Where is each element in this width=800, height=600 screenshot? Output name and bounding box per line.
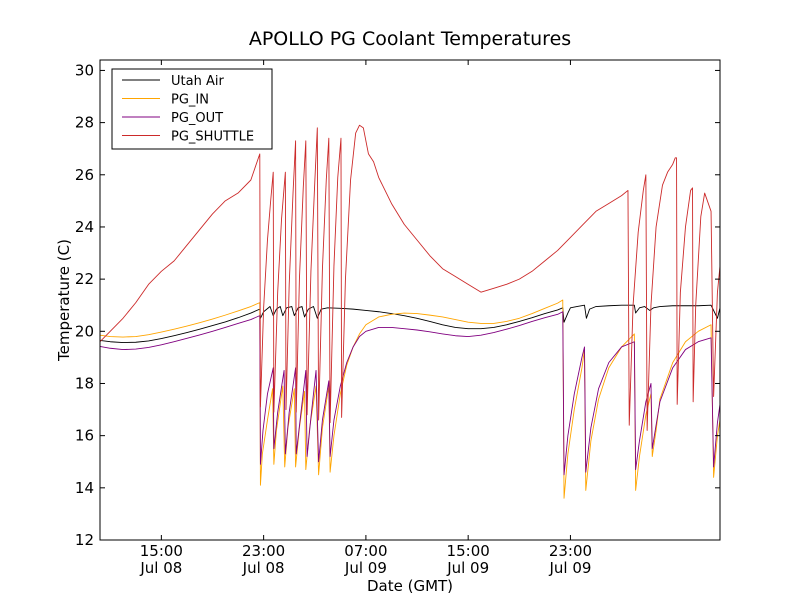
series-layer (99, 124, 721, 499)
y-tick-label: 24 (75, 218, 94, 236)
legend-label: PG_IN (171, 93, 209, 108)
legend-label: Utah Air (171, 74, 224, 89)
y-tick-label: 16 (75, 427, 94, 445)
x-tick-label-date: Jul 08 (242, 559, 285, 577)
y-tick-label: 26 (75, 166, 94, 184)
x-tick-label-time: 23:00 (549, 542, 592, 560)
x-tick-label-time: 15:00 (140, 542, 183, 560)
y-tick-label: 14 (75, 479, 94, 497)
y-tick-label: 28 (75, 114, 94, 132)
y-tick-label: 12 (75, 531, 94, 549)
x-tick-label-date: Jul 09 (446, 559, 489, 577)
x-tick-label-time: 15:00 (447, 542, 490, 560)
plot-frame (99, 59, 721, 541)
legend-label: PG_SHUTTLE (171, 130, 254, 145)
x-tick-label-date: Jul 09 (548, 559, 591, 577)
series-line-pg-shuttle (99, 124, 721, 431)
y-tick-label: 20 (75, 322, 94, 340)
x-tick-label-date: Jul 08 (139, 559, 182, 577)
series-line-utah-air (99, 304, 721, 343)
y-axis-label: Temperature (C) (55, 239, 73, 362)
x-tick-label-time: 23:00 (242, 542, 285, 560)
x-axis-label: Date (GMT) (367, 577, 453, 595)
legend: Utah Air PG_IN PG_OUT PG_SHUTTLE (111, 68, 273, 150)
y-tick-label: 30 (75, 61, 94, 79)
x-tick-label-time: 07:00 (344, 542, 387, 560)
y-tick-label: 22 (75, 270, 94, 288)
x-tick-label-date: Jul 09 (344, 559, 387, 577)
y-tick-label: 18 (75, 374, 94, 392)
chart-title: APOLLO PG Coolant Temperatures (249, 28, 571, 50)
legend-label: PG_OUT (171, 111, 223, 126)
